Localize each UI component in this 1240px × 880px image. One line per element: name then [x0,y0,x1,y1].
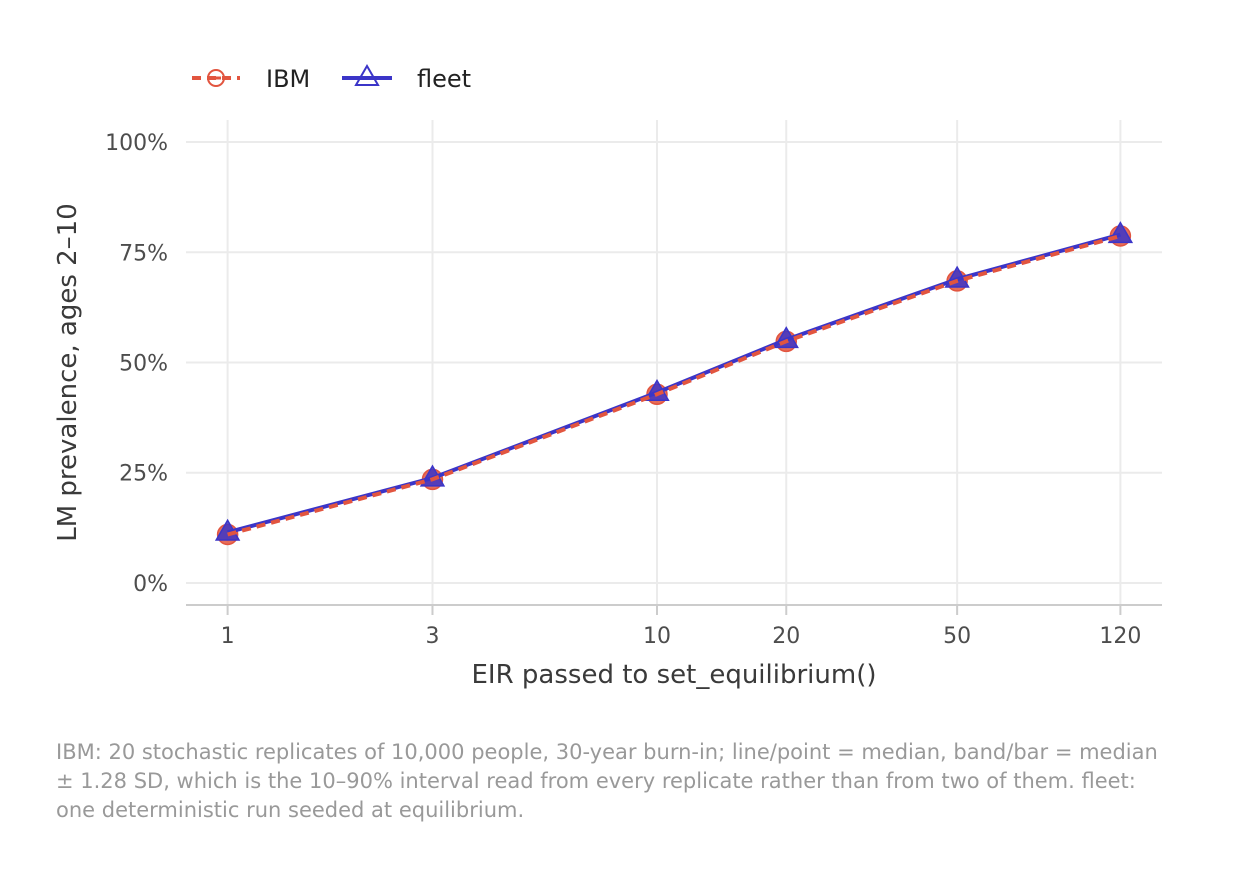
legend-marker-fleet [354,64,380,86]
x-tick-label: 120 [1099,624,1141,649]
legend-label-fleet: fleet [417,65,471,93]
series [214,221,1134,546]
x-tick-label: 20 [772,624,800,649]
legend: IBM fleet [192,64,471,93]
legend-marker-ibm [207,69,225,87]
legend-item-ibm: IBM [192,65,310,93]
legend-item-fleet: fleet [342,64,471,93]
x-axis: 1 3 10 20 50 120 [221,605,1141,649]
series-line-ibm [227,234,1121,537]
y-tick-label: 75% [119,241,168,266]
x-tick-label: 1 [221,624,235,649]
y-tick-label: 25% [119,462,168,487]
y-tick-label: 50% [119,352,168,377]
y-tick-label: 100% [105,131,168,156]
grid [186,120,1162,605]
legend-label-ibm: IBM [266,65,310,93]
x-tick-label: 3 [425,624,439,649]
y-tick-label: 0% [133,572,168,597]
x-axis-title: EIR passed to set_equilibrium() [472,660,877,690]
x-tick-label: 10 [643,624,671,649]
caption: IBM: 20 stochastic replicates of 10,000 … [56,740,1158,822]
y-axis: 0% 25% 50% 75% 100% [105,131,168,597]
x-tick-label: 50 [943,624,971,649]
series-line-fleet [227,232,1121,535]
y-axis-title: LM prevalence, ages 2–10 [53,203,83,542]
